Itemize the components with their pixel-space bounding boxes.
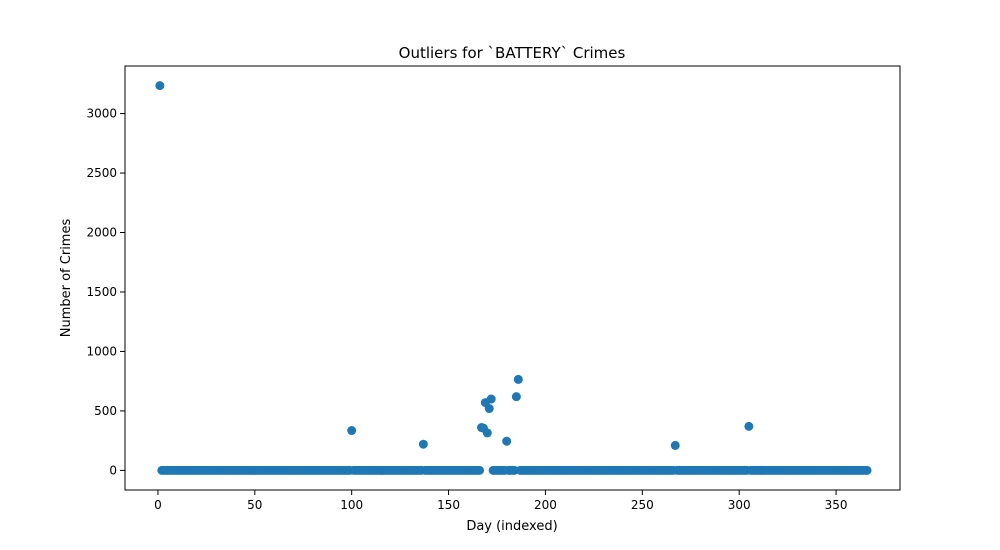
data-point: [502, 436, 512, 446]
data-point: [482, 428, 492, 438]
y-tick-label: 1500: [86, 285, 117, 299]
y-axis-label: Number of Crimes: [59, 219, 74, 338]
y-tick-label: 2500: [86, 166, 117, 180]
x-tick-label: 0: [154, 498, 162, 512]
x-tick-label: 100: [340, 498, 363, 512]
x-tick-label: 150: [437, 498, 460, 512]
data-point: [862, 465, 872, 475]
y-tick-label: 3000: [86, 107, 117, 121]
data-point: [670, 440, 680, 450]
y-tick-label: 1000: [86, 344, 117, 358]
data-point: [418, 439, 428, 449]
y-axis-ticks: 0 500 1000 1500 2000 2500 3000: [86, 107, 125, 477]
data-point: [155, 81, 165, 91]
data-point: [744, 421, 754, 431]
x-tick-label: 50: [247, 498, 262, 512]
x-tick-label: 300: [728, 498, 751, 512]
x-tick-label: 200: [534, 498, 557, 512]
data-point: [475, 465, 485, 475]
points-layer: [155, 81, 872, 475]
data-point: [484, 404, 494, 414]
x-axis-label: Day (indexed): [466, 519, 557, 534]
data-point: [513, 374, 523, 384]
data-point: [486, 394, 496, 404]
data-point: [347, 426, 357, 436]
chart-title: Outliers for `BATTERY` Crimes: [399, 44, 626, 62]
x-axis-ticks: 0 50 100 150 200 250 300 350: [154, 490, 848, 512]
y-tick-label: 0: [109, 463, 117, 477]
y-tick-label: 2000: [86, 226, 117, 240]
plot-frame: [124, 65, 901, 491]
data-point: [511, 392, 521, 402]
x-tick-label: 350: [825, 498, 848, 512]
x-tick-label: 250: [631, 498, 654, 512]
y-tick-label: 500: [94, 404, 117, 418]
